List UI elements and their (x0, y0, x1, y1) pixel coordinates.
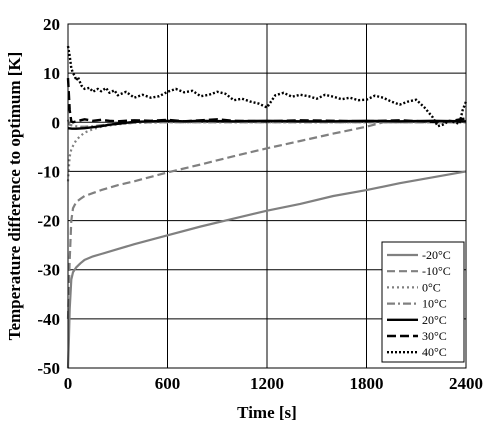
plot-area-frame (67, 23, 467, 369)
y-axis-label: Temperature difference to optimum [K] (5, 52, 24, 341)
legend-label-1: -10°C (422, 264, 451, 278)
y-tick-label: 20 (43, 15, 60, 34)
legend-label-0: -20°C (422, 248, 451, 262)
y-tick-label: -30 (37, 261, 60, 280)
legend: -20°C -10°C 0°C 10°C 20°C 30°C 40°C (381, 241, 465, 363)
x-tick-label: 1800 (350, 374, 384, 393)
legend-label-3: 10°C (422, 297, 447, 311)
y-tick-label: -50 (37, 359, 60, 378)
legend-label-4: 20°C (422, 313, 447, 327)
y-tick-label: -40 (37, 310, 60, 329)
legend-label-2: 0°C (422, 280, 441, 294)
grid-lines (68, 24, 466, 368)
x-axis-label: Time [s] (237, 403, 297, 422)
tick-labels: -50 -40 -30 -20 -10 0 10 20 0 600 1200 1800 2400 (37, 15, 483, 393)
x-tick-label: 0 (64, 374, 73, 393)
legend-box (381, 241, 465, 363)
x-tick-label: 1200 (250, 374, 284, 393)
y-tick-label: -20 (37, 212, 60, 231)
y-tick-label: 0 (52, 113, 61, 132)
y-tick-label: 10 (43, 64, 60, 83)
legend-label-6: 40°C (422, 345, 447, 359)
series-layer (66, 45, 468, 369)
x-tick-label: 600 (155, 374, 181, 393)
series-line-0 (66, 170, 467, 369)
x-tick-label: 2400 (449, 374, 483, 393)
series-line-5 (66, 78, 467, 124)
legend-label-5: 30°C (422, 329, 447, 343)
series-line-6 (66, 45, 468, 128)
y-tick-label: -10 (37, 162, 60, 181)
